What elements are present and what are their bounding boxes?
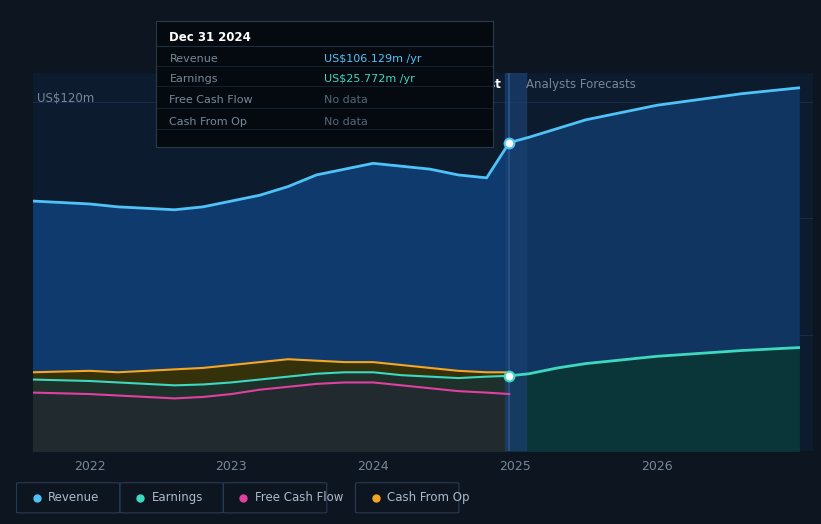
Text: Free Cash Flow: Free Cash Flow [255, 492, 343, 504]
Text: Earnings: Earnings [169, 74, 218, 84]
Text: Dec 31 2024: Dec 31 2024 [169, 31, 251, 44]
Text: No data: No data [324, 95, 368, 105]
Bar [505, 73, 526, 451]
Text: Earnings: Earnings [151, 492, 203, 504]
Text: Past: Past [474, 79, 502, 92]
Text: Revenue: Revenue [169, 53, 218, 64]
Text: US$120m: US$120m [37, 92, 94, 105]
Text: Revenue: Revenue [48, 492, 99, 504]
Text: Cash From Op: Cash From Op [388, 492, 470, 504]
Text: US$106.129m /yr: US$106.129m /yr [324, 53, 422, 64]
Text: US$0: US$0 [37, 422, 67, 435]
Text: No data: No data [324, 116, 368, 127]
Text: Free Cash Flow: Free Cash Flow [169, 95, 253, 105]
Text: Analysts Forecasts: Analysts Forecasts [526, 79, 636, 92]
Text: Cash From Op: Cash From Op [169, 116, 247, 127]
Text: US$25.772m /yr: US$25.772m /yr [324, 74, 415, 84]
